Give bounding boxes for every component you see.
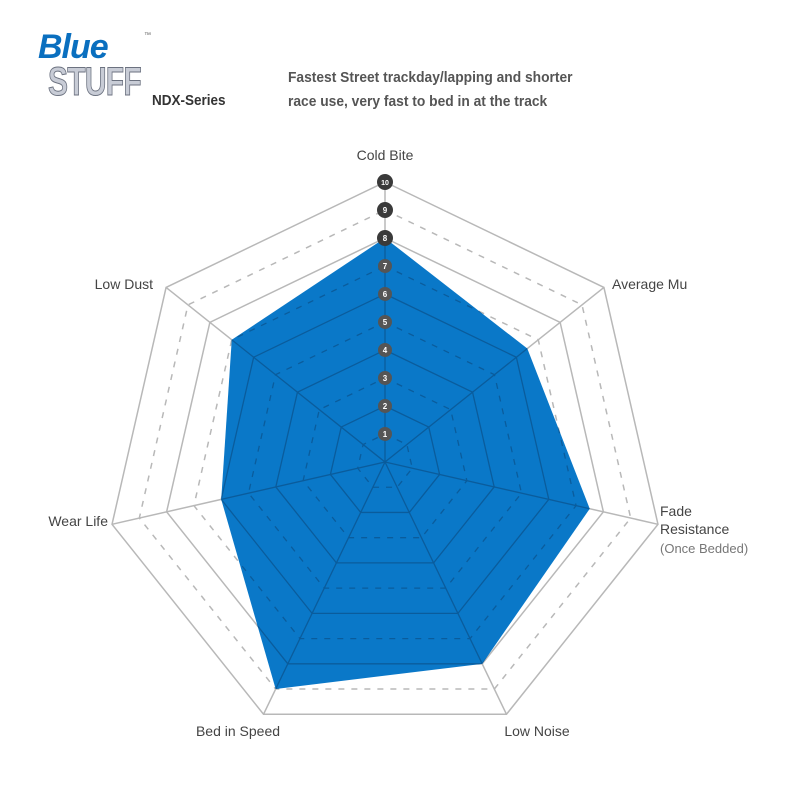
description: Fastest Street trackday/lapping and shor… [288, 66, 573, 114]
scale-label-1: 1 [383, 430, 388, 439]
scale-label-6: 6 [383, 290, 388, 299]
scale-label-3: 3 [383, 374, 388, 383]
scale-badge-6 [378, 287, 392, 301]
inner-spoke-4 [262, 461, 386, 690]
scale-label-7: 7 [383, 262, 388, 271]
scale-badge-4 [378, 343, 392, 357]
grid-ring-7 [193, 265, 577, 640]
scale-label-10: 10 [381, 180, 389, 187]
description-line-1: Fastest Street trackday/lapping and shor… [288, 69, 573, 86]
grid-ring-9 [138, 209, 632, 690]
scale-label-9: 9 [383, 206, 388, 215]
inner-ring-1 [356, 433, 414, 488]
axis-label-fade: Fade [660, 503, 692, 519]
inner-spoke-2 [384, 461, 590, 525]
scale-badge-9 [377, 202, 393, 218]
inner-spoke-6 [221, 286, 386, 463]
axis-label-low-noise: Low Noise [504, 723, 570, 739]
inner-ring-2 [329, 405, 441, 514]
scale-badge-5 [378, 315, 392, 329]
axis-label-cold-bite: Cold Bite [357, 147, 414, 163]
axis-sublabel-fade: (Once Bedded) [660, 541, 748, 556]
axis-label-wear-life: Wear Life [48, 513, 108, 529]
grid-ring-10 [111, 181, 659, 716]
scale-badge-8 [377, 230, 393, 246]
scale-badge-3 [378, 371, 392, 385]
axis-label-resistance: ResistanceFade Resistance [660, 521, 729, 537]
scale-label-5: 5 [383, 318, 388, 327]
data-area [221, 238, 590, 690]
scale-label-8: 8 [383, 234, 388, 243]
logo-stuff-text: STUFF [48, 60, 142, 105]
axis-label-bed-in-speed: Bed in Speed [196, 723, 280, 739]
scale-badge-10 [377, 174, 393, 190]
logo-blue-text: Blue [38, 28, 109, 66]
logo-trademark: ™ [144, 32, 151, 39]
series-name: NDX-Series [152, 92, 226, 109]
bluestuff-logo: Blue STUFF ™ [38, 28, 168, 118]
axis-label-low-dust: Low Dust [95, 276, 153, 292]
scale-badge-7 [378, 259, 392, 273]
inner-ring-4 [275, 349, 495, 564]
scale-label-2: 2 [383, 402, 388, 411]
scale-badge-2 [378, 399, 392, 413]
axis-label-average-mu: Average Mu [612, 276, 687, 292]
description-line-2: race use, very fast to bed in at the tra… [288, 93, 548, 110]
scale-label-4: 4 [383, 346, 388, 355]
inner-spoke-5 [221, 461, 386, 525]
inner-ring-6 [221, 293, 550, 615]
scale-badge-1 [378, 427, 392, 441]
